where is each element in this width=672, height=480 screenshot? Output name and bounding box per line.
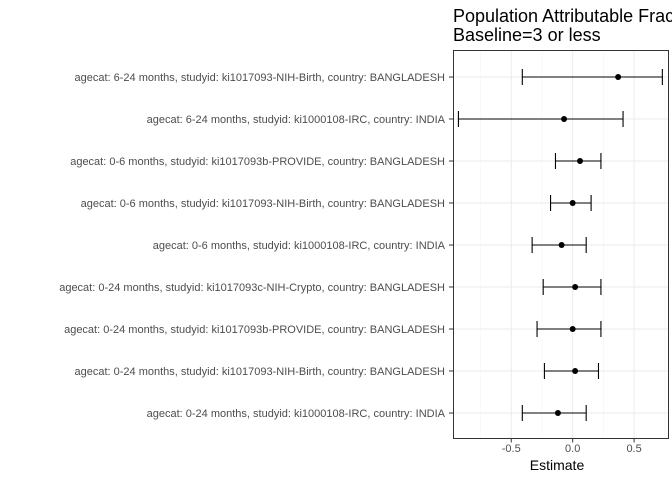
category-label: agecat: 0-6 months, studyid: ki1017093-N… bbox=[81, 198, 445, 210]
point-estimate bbox=[569, 200, 576, 206]
point-estimate bbox=[554, 410, 561, 416]
x-tick-label: 0.5 bbox=[626, 443, 641, 455]
category-label: agecat: 0-6 months, studyid: ki1000108-I… bbox=[153, 240, 446, 252]
point-estimate bbox=[569, 326, 576, 332]
y-axis-ticks bbox=[449, 76, 454, 414]
category-label: agecat: 0-24 months, studyid: ki1000108-… bbox=[147, 408, 446, 420]
point-estimate bbox=[577, 158, 584, 164]
category-label: agecat: 0-6 months, studyid: ki1017093b-… bbox=[70, 156, 445, 168]
x-axis-title: Estimate bbox=[530, 457, 585, 473]
category-label: agecat: 6-24 months, studyid: ki1000108-… bbox=[147, 114, 446, 126]
y-axis-category-labels: agecat: 6-24 months, studyid: ki1017093-… bbox=[59, 72, 445, 420]
chart-title-line-1: Population Attributable Frac bbox=[453, 6, 672, 26]
x-tick-label: -0.5 bbox=[502, 443, 521, 455]
point-estimate bbox=[572, 368, 579, 374]
x-axis-ticks: -0.5 0.0 0.5 bbox=[502, 438, 642, 455]
category-label: agecat: 0-24 months, studyid: ki1017093c… bbox=[59, 282, 445, 294]
category-label: agecat: 0-24 months, studyid: ki1017093-… bbox=[74, 366, 445, 378]
point-estimate bbox=[561, 116, 568, 122]
chart-title-line-2: Baseline=3 or less bbox=[453, 25, 601, 45]
x-tick-label: 0.0 bbox=[565, 443, 580, 455]
point-estimate bbox=[572, 284, 579, 290]
point-estimate bbox=[558, 242, 565, 248]
category-label: agecat: 0-24 months, studyid: ki1017093b… bbox=[64, 324, 445, 336]
category-label: agecat: 6-24 months, studyid: ki1017093-… bbox=[74, 72, 445, 84]
point-estimates bbox=[554, 74, 622, 416]
point-estimate bbox=[615, 74, 622, 80]
chart-title: Population Attributable Frac Baseline=3 … bbox=[453, 6, 672, 45]
